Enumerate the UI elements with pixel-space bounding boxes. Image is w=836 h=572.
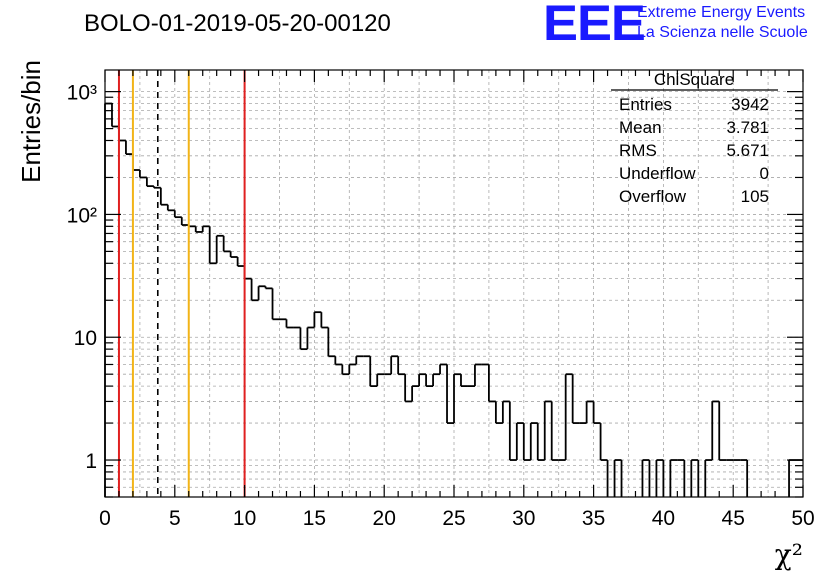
tick-labels: 0 5 10 15 20 25 30 35 40 45 50 1 10 10² 10³ bbox=[67, 82, 815, 530]
axis-ticks bbox=[104, 70, 804, 498]
run-title: BOLO-01-2019-05-20-00120 bbox=[84, 10, 391, 37]
eee-logo-line1: Extreme Energy Events bbox=[637, 4, 806, 21]
y-tick-label: 10² bbox=[67, 204, 97, 227]
x-tick-label: 25 bbox=[442, 507, 465, 530]
eee-logo: EEE bbox=[543, 0, 646, 51]
x-tick-label: 40 bbox=[652, 507, 675, 530]
stats-label: Entries bbox=[619, 95, 672, 114]
stats-label: RMS bbox=[619, 141, 657, 160]
stats-title: ChiSquare bbox=[654, 70, 734, 89]
y-tick-label: 1 bbox=[85, 450, 97, 473]
stats-value: 105 bbox=[741, 187, 769, 206]
stats-rows: Entries 3942 Mean 3.781 RMS 5.671 Underflow 0 Ov… bbox=[619, 95, 769, 206]
x-tick-label: 10 bbox=[233, 507, 256, 530]
stats-label: Overflow bbox=[619, 187, 687, 206]
stats-value: 5.671 bbox=[726, 141, 769, 160]
x-tick-label: 30 bbox=[512, 507, 535, 530]
x-tick-label: 15 bbox=[303, 507, 326, 530]
stats-value: 3.781 bbox=[726, 118, 769, 137]
stats-value: 0 bbox=[760, 164, 769, 183]
grid-lines bbox=[105, 70, 803, 497]
x-tick-label: 20 bbox=[373, 507, 396, 530]
x-tick-label: 5 bbox=[169, 507, 181, 530]
y-axis-title: Entries/bin bbox=[16, 60, 46, 183]
x-axis-title: χ² bbox=[775, 538, 803, 571]
stats-label: Mean bbox=[619, 118, 662, 137]
x-tick-label: 50 bbox=[791, 507, 814, 530]
stats-box: ChiSquare Entries 3942 Mean 3.781 RMS 5.671 Un… bbox=[611, 70, 778, 206]
reference-lines bbox=[117, 70, 246, 497]
x-tick-label: 45 bbox=[722, 507, 745, 530]
x-tick-label: 35 bbox=[582, 507, 605, 530]
eee-logo-line2: La Scienza nelle Scuole bbox=[637, 24, 808, 41]
x-tick-label: 0 bbox=[99, 507, 111, 530]
stats-label: Underflow bbox=[619, 164, 696, 183]
stats-value: 3942 bbox=[731, 95, 769, 114]
y-tick-label: 10³ bbox=[67, 82, 97, 105]
y-tick-label: 10 bbox=[74, 327, 97, 350]
